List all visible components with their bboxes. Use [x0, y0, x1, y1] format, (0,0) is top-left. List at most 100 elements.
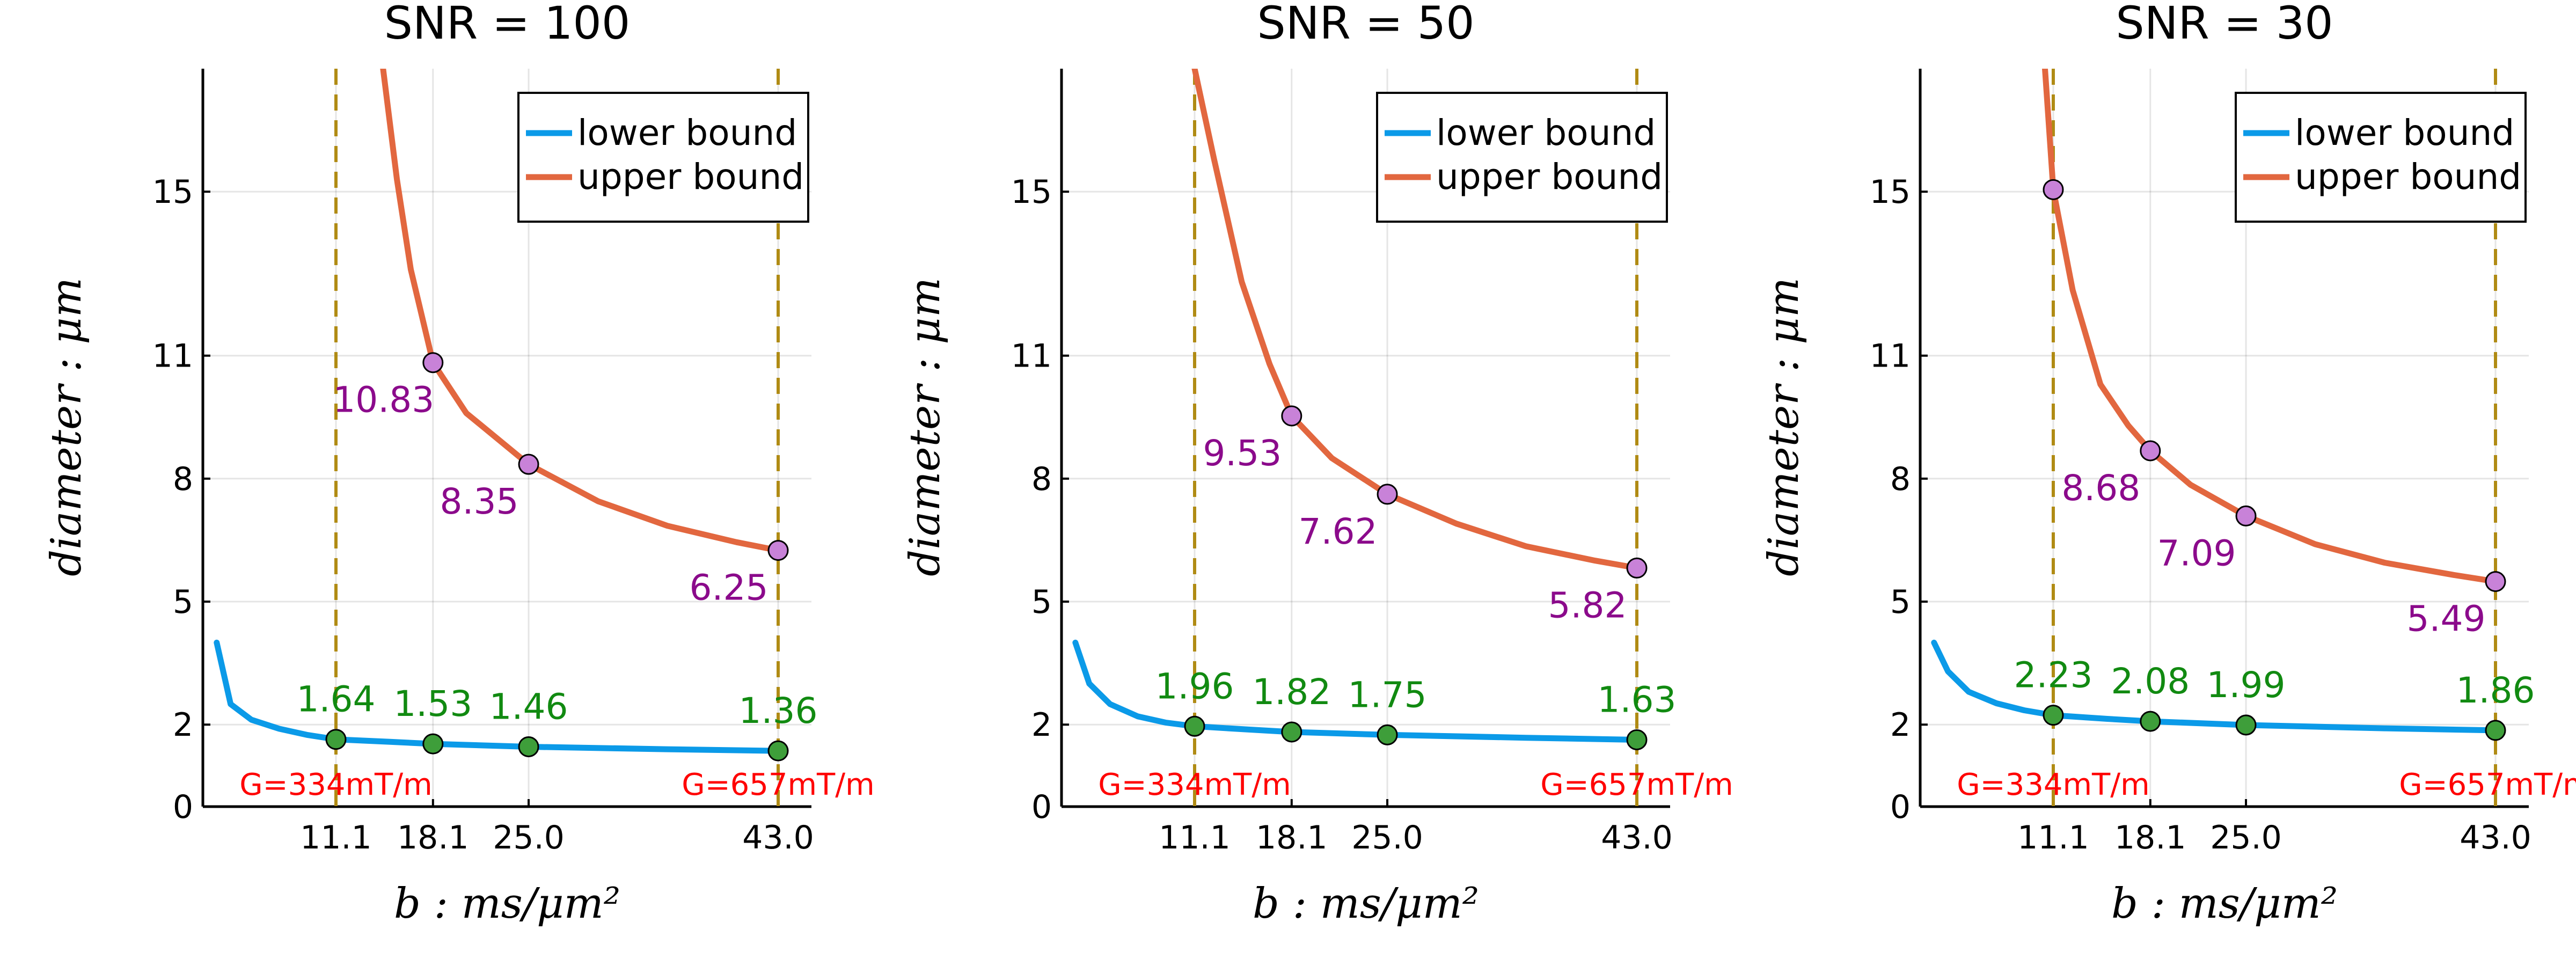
- x-tick-label: 18.1: [1256, 819, 1328, 857]
- lower-point-label: 1.86: [2456, 670, 2535, 711]
- y-tick-label: 0: [1031, 788, 1052, 826]
- upper-point-label: 7.09: [2157, 532, 2236, 574]
- x-tick-label: 43.0: [2460, 819, 2531, 857]
- gradient-label: G=657mT/m: [682, 767, 874, 802]
- lower-point: [518, 736, 539, 757]
- lower-point-label: 1.64: [297, 679, 376, 720]
- y-tick-label: 15: [1870, 173, 1911, 211]
- lower-point-label: 1.63: [1598, 679, 1677, 720]
- upper-point: [1281, 405, 1302, 427]
- y-tick-label: 11: [1870, 338, 1911, 375]
- legend-label-lower: lower bound: [577, 112, 797, 153]
- x-tick-label: 11.1: [1159, 819, 1231, 857]
- y-tick-label: 5: [1031, 583, 1052, 621]
- y-tick-label: 0: [1890, 788, 1911, 826]
- upper-point: [422, 352, 444, 374]
- lower-point: [2043, 705, 2064, 726]
- lower-point-label: 1.75: [1348, 674, 1427, 715]
- y-tick-label: 15: [152, 173, 193, 211]
- gradient-label: G=657mT/m: [2399, 767, 2576, 802]
- y-tick-label: 8: [1890, 460, 1911, 498]
- chart-panel-2: 0 2 5 8 11 15 11.1 18.1 25.0 43.0 SNR = 50 b : ms/μ…: [901, 0, 1733, 928]
- upper-point-label: 6.25: [690, 567, 769, 609]
- upper-bound-line: [2042, 69, 2499, 585]
- upper-point: [2140, 440, 2161, 462]
- lower-point: [1626, 729, 1648, 750]
- upper-point: [1626, 557, 1648, 579]
- upper-point-label: 8.68: [2061, 467, 2140, 509]
- lower-point-label: 2.23: [2014, 655, 2093, 696]
- gradient-label: G=334mT/m: [1957, 767, 2149, 802]
- legend-label-upper: upper bound: [1436, 156, 1663, 197]
- chart-title: SNR = 100: [384, 0, 631, 49]
- upper-bound-line: [1191, 69, 1640, 571]
- x-tick-label: 11.1: [300, 819, 372, 857]
- y-tick-label: 15: [1011, 173, 1052, 211]
- legend-label-upper: upper bound: [577, 156, 804, 197]
- gradient-label: G=334mT/m: [1098, 767, 1291, 802]
- lower-point: [2140, 711, 2161, 732]
- upper-point-label: 5.82: [1548, 584, 1627, 626]
- legend-label-lower: lower bound: [2295, 112, 2514, 153]
- upper-point-label: 9.53: [1203, 433, 1282, 474]
- lower-point-label: 1.96: [1155, 665, 1234, 707]
- y-tick-label: 8: [173, 460, 193, 498]
- y-tick-label: 0: [173, 788, 193, 826]
- upper-point-label: 10.83: [333, 379, 434, 421]
- chart-panel-3: 0 2 5 8 11 15 11.1 18.1 25.0 43.0 SNR = 30 b : ms/μ…: [1760, 0, 2576, 928]
- y-axis-label: diameter : μm: [42, 277, 91, 576]
- lower-point-label: 2.08: [2111, 661, 2190, 702]
- gradient-label: G=334mT/m: [239, 767, 432, 802]
- y-tick-label: 11: [1011, 338, 1052, 375]
- lower-point-label: 1.82: [1252, 671, 1331, 713]
- chart-panel-1: 0 2 5 8 11 15 11.1 18.1 25.0 43.0 SNR = 100 b : ms/…: [42, 0, 875, 928]
- lower-point-label: 1.36: [739, 690, 818, 731]
- lower-point: [1184, 715, 1205, 737]
- x-axis-label: b : ms/μm²: [394, 880, 620, 928]
- y-tick-label: 2: [1890, 706, 1911, 744]
- lower-point: [1377, 724, 1398, 745]
- x-tick-label: 25.0: [2210, 819, 2282, 857]
- lower-point-label: 1.46: [489, 686, 568, 727]
- y-tick-label: 2: [1031, 706, 1052, 744]
- x-tick-label: 43.0: [1601, 819, 1673, 857]
- upper-point: [518, 453, 539, 475]
- legend-box: [517, 92, 809, 223]
- x-tick-label: 43.0: [742, 819, 814, 857]
- x-tick-label: 18.1: [2114, 819, 2186, 857]
- x-axis-label: b : ms/μm²: [2111, 880, 2338, 928]
- upper-point: [767, 540, 789, 561]
- lower-point: [767, 740, 789, 762]
- lower-point: [1281, 721, 1302, 743]
- lower-point-label: 1.53: [393, 683, 472, 724]
- y-tick-label: 2: [173, 706, 193, 744]
- y-tick-label: 11: [152, 338, 193, 375]
- legend-box: [1376, 92, 1668, 223]
- x-axis-label: b : ms/μm²: [1253, 880, 1479, 928]
- x-tick-label: 18.1: [397, 819, 469, 857]
- lower-point: [325, 729, 347, 750]
- upper-point-label: 7.62: [1299, 511, 1378, 552]
- chart-title: SNR = 30: [2116, 0, 2333, 49]
- legend-box: [2235, 92, 2527, 223]
- upper-point-label: 5.49: [2407, 598, 2486, 640]
- upper-point: [2043, 179, 2064, 200]
- lower-point: [2485, 720, 2506, 741]
- chart-title: SNR = 50: [1257, 0, 1474, 49]
- y-axis-label: diameter : μm: [901, 277, 949, 576]
- legend-label-lower: lower bound: [1436, 112, 1656, 153]
- legend-label-upper: upper bound: [2295, 156, 2521, 197]
- lower-point: [2235, 714, 2257, 736]
- y-tick-label: 8: [1031, 460, 1052, 498]
- upper-bound-line: [380, 69, 781, 554]
- y-tick-label: 5: [173, 583, 193, 621]
- lower-point: [422, 733, 444, 755]
- lower-point-label: 1.99: [2207, 664, 2286, 706]
- x-tick-label: 11.1: [2017, 819, 2089, 857]
- gradient-label: G=657mT/m: [1540, 767, 1733, 802]
- upper-point: [1377, 484, 1398, 505]
- upper-point: [2235, 505, 2257, 526]
- y-tick-label: 5: [1890, 583, 1911, 621]
- upper-point: [2485, 571, 2506, 592]
